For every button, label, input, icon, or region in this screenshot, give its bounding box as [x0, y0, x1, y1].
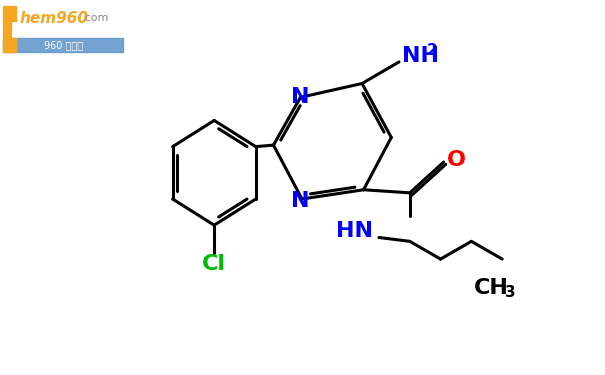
Text: CH: CH — [474, 278, 509, 297]
Text: hem960: hem960 — [19, 11, 88, 26]
Text: N: N — [291, 190, 310, 210]
Text: O: O — [446, 150, 465, 171]
Text: HN: HN — [336, 221, 373, 242]
Text: 2: 2 — [427, 43, 437, 58]
Text: N: N — [291, 87, 310, 106]
Text: 3: 3 — [505, 285, 516, 300]
Text: NH: NH — [402, 46, 439, 66]
Text: 960 化工网: 960 化工网 — [44, 40, 83, 50]
Text: .com: .com — [81, 13, 109, 23]
Bar — [3, 38, 123, 52]
Text: Cl: Cl — [202, 254, 226, 274]
Polygon shape — [3, 6, 16, 52]
